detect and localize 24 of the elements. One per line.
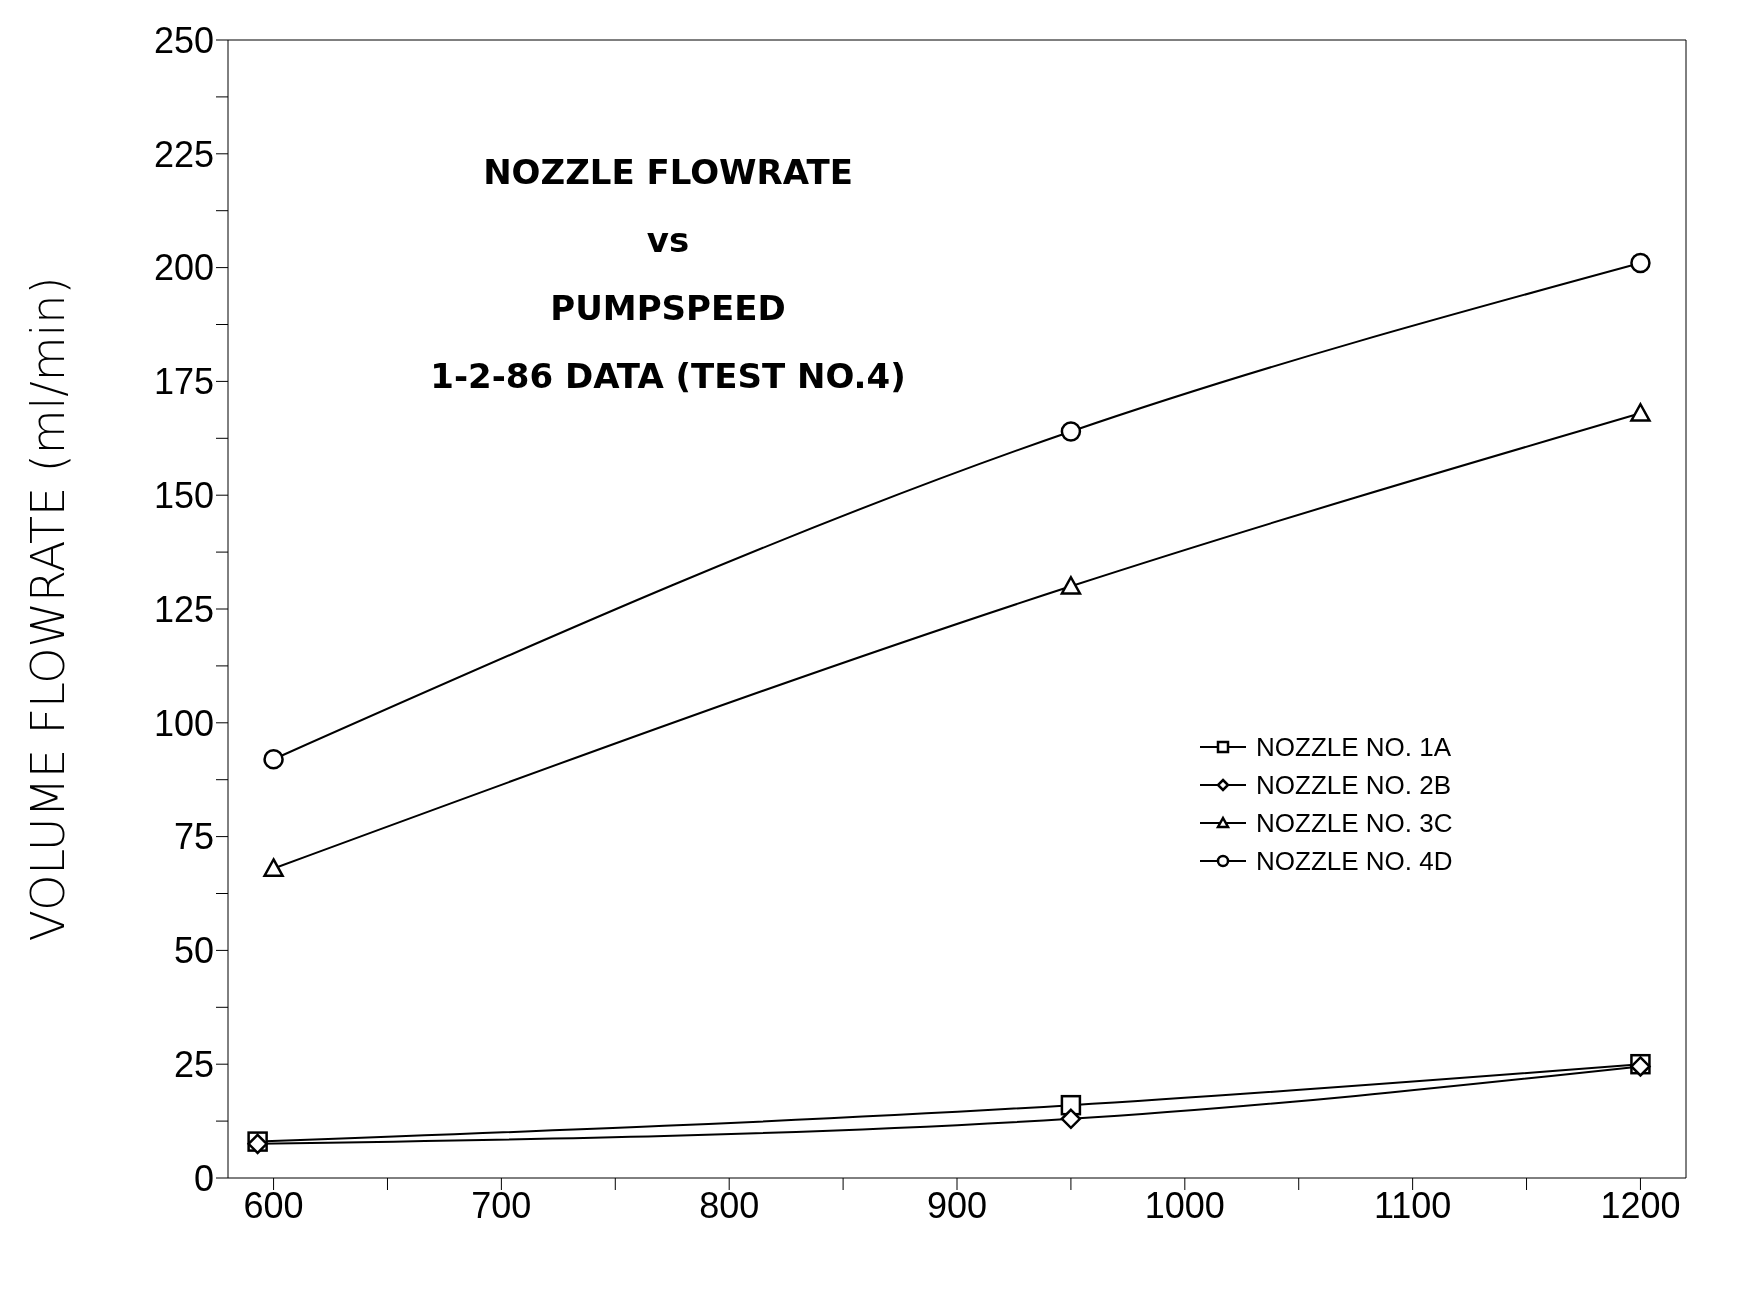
- x-tick-label: 1200: [1600, 1184, 1681, 1226]
- legend-label: NOZZLE NO. 2B: [1256, 769, 1452, 801]
- legend-label: NOZZLE NO. 1A: [1256, 731, 1452, 763]
- y-tick-label: 150: [153, 474, 214, 516]
- x-tick-label: 700: [471, 1184, 532, 1226]
- x-tick-label: 600: [243, 1184, 304, 1226]
- legend-label: NOZZLE NO. 4D: [1256, 845, 1453, 877]
- y-tick-label: 125: [153, 588, 214, 630]
- y-tick-label: 50: [173, 930, 214, 972]
- y-axis-title: VOLUME FLOWRATE (ml/min): [21, 276, 76, 942]
- y-tick-label: 75: [173, 816, 214, 858]
- y-tick-label: 200: [153, 247, 214, 289]
- y-tick-label: 175: [153, 361, 214, 403]
- legend-label: NOZZLE NO. 3C: [1256, 807, 1453, 839]
- text: NOZZLE FLOWRATE vs PUMPSPEED 1-2-86 DATA (TEST NO.4): [429, 151, 907, 398]
- x-tick-label: 1100: [1373, 1184, 1452, 1226]
- y-tick-label: 0: [193, 1157, 214, 1199]
- x-tick-label: 1000: [1144, 1184, 1225, 1226]
- y-tick-label: 250: [153, 19, 214, 61]
- y-tick-label: 25: [173, 1043, 214, 1085]
- y-tick-label: 225: [153, 133, 214, 175]
- y-tick-label: 100: [153, 702, 214, 744]
- x-tick-label: 800: [699, 1184, 760, 1226]
- x-tick-label: 900: [926, 1184, 988, 1226]
